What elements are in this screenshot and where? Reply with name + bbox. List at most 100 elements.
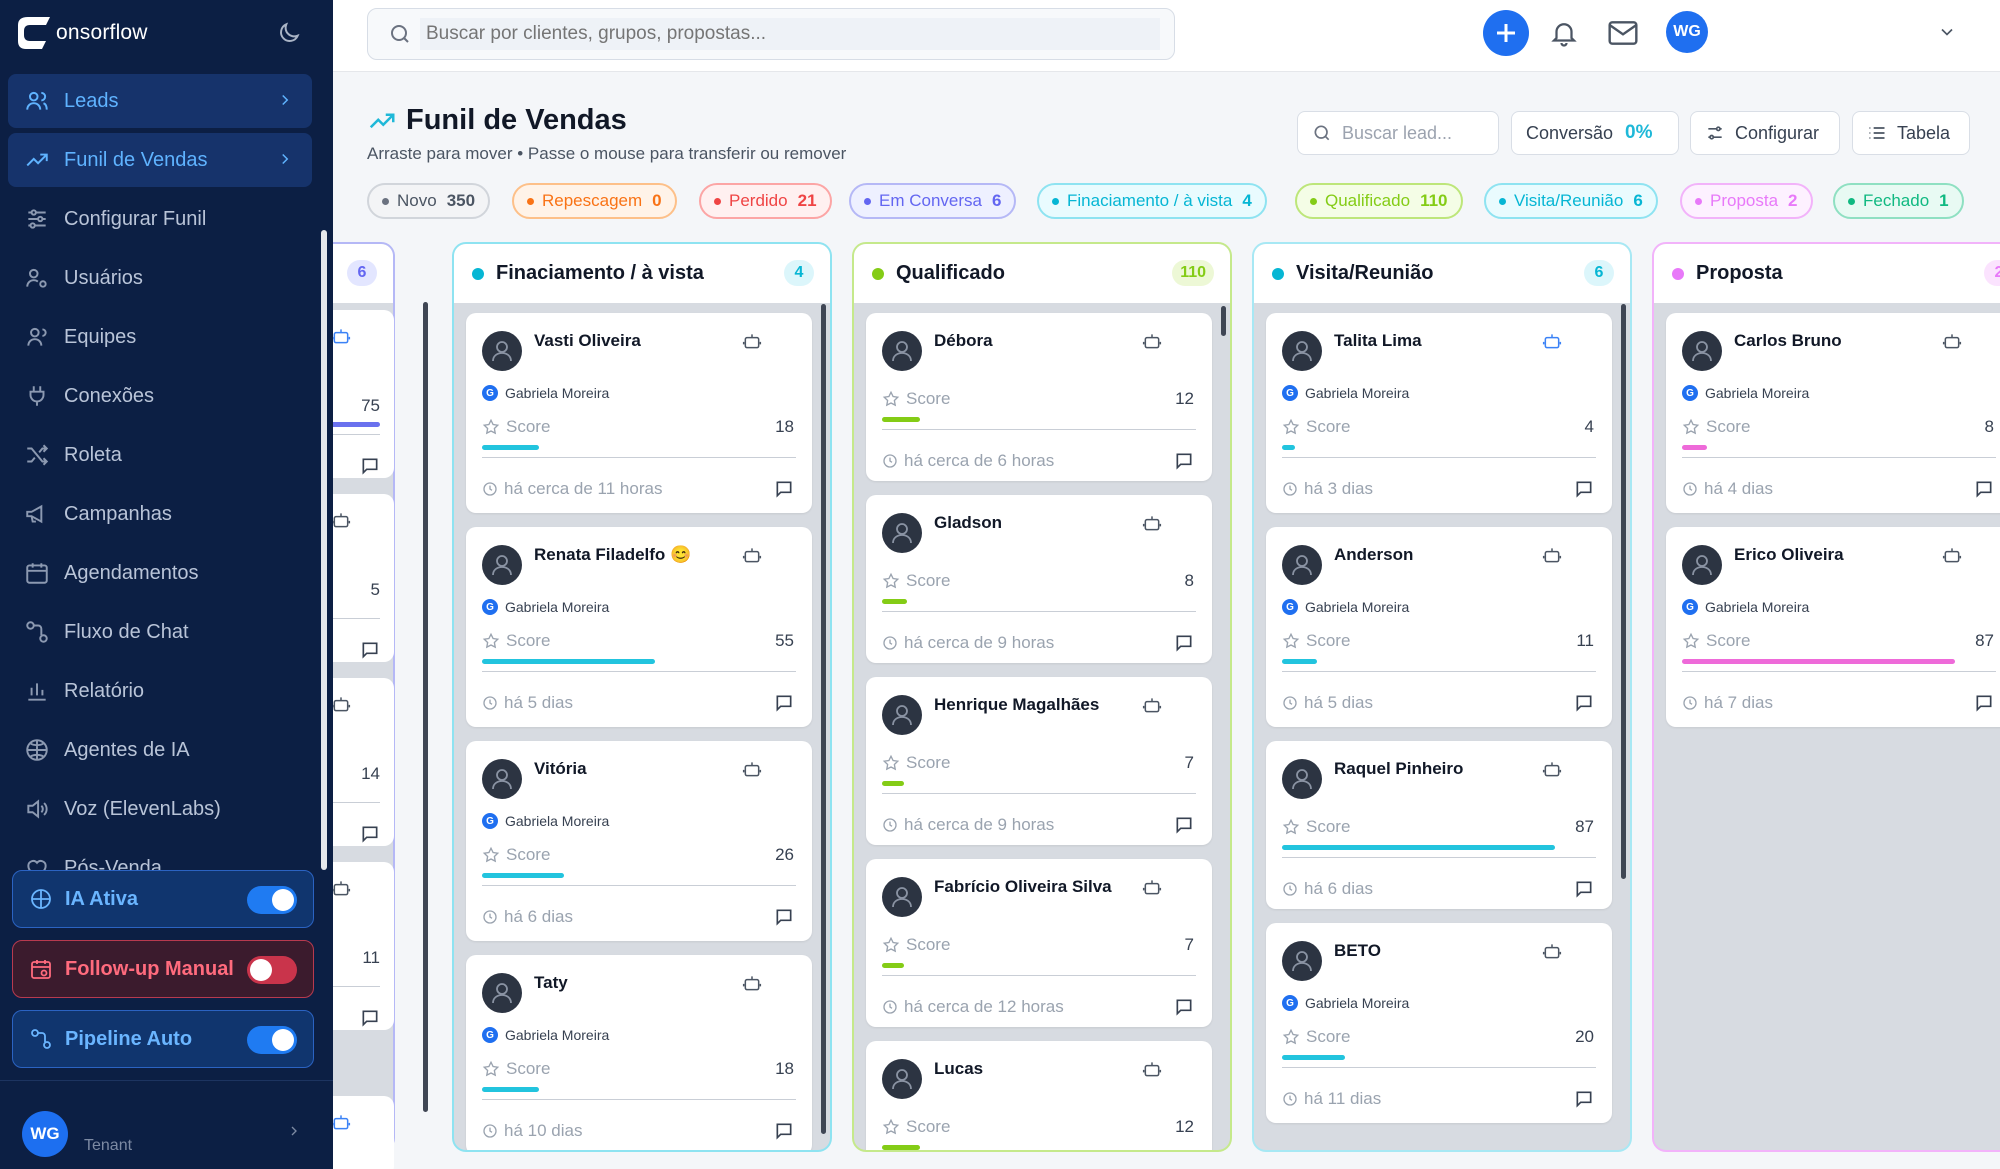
stage-chip-finaciamento[interactable]: Finaciamento / à vista 4 <box>1037 183 1267 219</box>
message-icon[interactable] <box>1974 479 1994 499</box>
message-icon[interactable] <box>1574 1089 1594 1109</box>
message-icon[interactable] <box>1174 997 1194 1017</box>
message-icon[interactable] <box>1574 479 1594 499</box>
lead-card[interactable]: 14 <box>333 678 394 846</box>
message-icon[interactable] <box>774 693 794 713</box>
bot-icon[interactable] <box>1142 513 1162 533</box>
lead-card[interactable]: Talita Lima G Gabriela Moreira Score 4 há 3 d… <box>1266 313 1612 513</box>
column-header[interactable]: Visita/Reunião 6 <box>1254 244 1630 303</box>
message-icon[interactable] <box>360 640 380 660</box>
stage-chip-visita-reuniao[interactable]: Visita/Reunião 6 <box>1484 183 1658 219</box>
column-scrollbar[interactable] <box>1621 304 1626 879</box>
bot-icon[interactable] <box>1142 877 1162 897</box>
sidebar-item-configurar-funil[interactable]: Configurar Funil <box>8 192 312 246</box>
column-header[interactable]: Finaciamento / à vista 4 <box>454 244 830 303</box>
message-icon[interactable] <box>1574 693 1594 713</box>
lead-card[interactable]: Raquel Pinheiro Score 87 há 6 dias <box>1266 741 1612 909</box>
bot-icon[interactable] <box>333 878 351 898</box>
toggle-pipeline-auto[interactable]: Pipeline Auto <box>12 1010 314 1068</box>
lead-card[interactable]: Vasti Oliveira G Gabriela Moreira Score 18 há… <box>466 313 812 513</box>
bot-icon[interactable] <box>1542 545 1562 565</box>
bot-icon[interactable] <box>1542 331 1562 351</box>
column-scrollbar[interactable] <box>1221 306 1226 336</box>
bot-icon[interactable] <box>333 510 351 530</box>
chevron-down-icon[interactable] <box>1937 22 1957 42</box>
avatar[interactable]: WG <box>22 1111 68 1157</box>
lead-card[interactable]: Henrique Magalhães Score 7 há cerca de 9 ho… <box>866 677 1212 845</box>
bot-icon[interactable] <box>742 973 762 993</box>
user-avatar[interactable]: WG <box>1666 11 1708 53</box>
add-button[interactable] <box>1483 10 1529 56</box>
column-header[interactable]: Qualificado 110 <box>854 244 1230 303</box>
sidebar-scrollbar[interactable] <box>321 230 327 870</box>
toggle-follow-up-manual[interactable]: Follow-up Manual <box>12 940 314 998</box>
message-icon[interactable] <box>774 1121 794 1141</box>
table-view-button[interactable]: Tabela <box>1852 111 1970 155</box>
message-icon[interactable] <box>360 824 380 844</box>
sidebar-item-conexoes[interactable]: Conexões <box>8 369 312 423</box>
lead-card[interactable]: Débora Score 12 há cerca de 6 horas <box>866 313 1212 481</box>
bot-icon[interactable] <box>1942 331 1962 351</box>
stage-chip-repescagem[interactable]: Repescagem 0 <box>512 183 677 219</box>
lead-card[interactable]: 75 <box>333 310 394 478</box>
message-icon[interactable] <box>774 907 794 927</box>
stage-chip-perdido[interactable]: Perdido 21 <box>699 183 832 219</box>
sidebar-item-pos-venda[interactable]: Pós-Venda <box>8 841 312 872</box>
column-scrollbar[interactable] <box>423 302 428 1112</box>
sidebar-item-agentes-de-ia[interactable]: Agentes de IA <box>8 723 312 777</box>
sidebar-item-campanhas[interactable]: Campanhas <box>8 487 312 541</box>
bot-icon[interactable] <box>1142 695 1162 715</box>
bot-icon[interactable] <box>1942 545 1962 565</box>
bell-icon[interactable] <box>1549 18 1579 48</box>
sidebar-item-roleta[interactable]: Roleta <box>8 428 312 482</box>
lead-card[interactable]: 5 <box>333 494 394 662</box>
message-icon[interactable] <box>1174 633 1194 653</box>
lead-search[interactable]: Buscar lead... <box>1297 111 1499 155</box>
column-scrollbar[interactable] <box>821 304 826 1134</box>
lead-card[interactable]: Gladson Score 8 há cerca de 9 horas <box>866 495 1212 663</box>
bot-icon[interactable] <box>333 1112 351 1132</box>
toggle-ia-ativa[interactable]: IA Ativa <box>12 870 314 928</box>
global-search[interactable] <box>367 8 1175 60</box>
sidebar-item-usuarios[interactable]: Usuários <box>8 251 312 305</box>
message-icon[interactable] <box>1174 815 1194 835</box>
bot-icon[interactable] <box>333 326 351 346</box>
brand-logo[interactable]: onsorflow <box>18 8 148 58</box>
bot-icon[interactable] <box>333 694 351 714</box>
bot-icon[interactable] <box>742 331 762 351</box>
mail-icon[interactable] <box>1607 19 1639 47</box>
message-icon[interactable] <box>774 479 794 499</box>
lead-card[interactable]: Carlos Bruno G Gabriela Moreira Score 8 há 4 … <box>1666 313 2000 513</box>
sidebar-item-equipes[interactable]: Equipes <box>8 310 312 364</box>
message-icon[interactable] <box>360 456 380 476</box>
lead-card[interactable]: Lucas Score 12 <box>866 1041 1212 1150</box>
stage-chip-em-conversa[interactable]: Em Conversa 6 <box>849 183 1017 219</box>
search-input[interactable] <box>420 18 1160 50</box>
bot-icon[interactable] <box>1142 331 1162 351</box>
lead-card[interactable]: Anderson G Gabriela Moreira Score 11 há 5 dia… <box>1266 527 1612 727</box>
lead-card[interactable]: Vitória G Gabriela Moreira Score 26 há 6 dias <box>466 741 812 941</box>
lead-card[interactable]: Taty G Gabriela Moreira Score 18 há 10 dias <box>466 955 812 1150</box>
ia-ativa-switch[interactable] <box>247 886 297 914</box>
bot-icon[interactable] <box>742 545 762 565</box>
message-icon[interactable] <box>1174 451 1194 471</box>
bot-icon[interactable] <box>1542 941 1562 961</box>
sidebar-item-agendamentos[interactable]: Agendamentos <box>8 546 312 600</box>
lead-card[interactable]: BETO G Gabriela Moreira Score 20 há 11 dias <box>1266 923 1612 1123</box>
message-icon[interactable] <box>1574 879 1594 899</box>
lead-card[interactable]: 11 <box>333 862 394 1030</box>
lead-card[interactable]: Renata Filadelfo 😊 G Gabriela Moreira Score… <box>466 527 812 727</box>
stage-chip-novo[interactable]: Novo 350 <box>367 183 491 219</box>
lead-card[interactable]: Erico Oliveira G Gabriela Moreira Score 87 há… <box>1666 527 2000 727</box>
bot-icon[interactable] <box>1142 1059 1162 1079</box>
sidebar-item-voz[interactable]: Voz (ElevenLabs) <box>8 782 312 836</box>
message-icon[interactable] <box>360 1008 380 1028</box>
stage-chip-fechado[interactable]: Fechado 1 <box>1833 183 1964 219</box>
stage-chip-qualificado[interactable]: Qualificado 110 <box>1295 183 1463 219</box>
sidebar-item-funil-de-vendas[interactable]: Funil de Vendas <box>8 133 312 187</box>
sidebar-item-relatorio[interactable]: Relatório <box>8 664 312 718</box>
sidebar-item-fluxo-de-chat[interactable]: Fluxo de Chat <box>8 605 312 659</box>
bot-icon[interactable] <box>742 759 762 779</box>
stage-chip-proposta[interactable]: Proposta 2 <box>1680 183 1813 219</box>
bot-icon[interactable] <box>1542 759 1562 779</box>
